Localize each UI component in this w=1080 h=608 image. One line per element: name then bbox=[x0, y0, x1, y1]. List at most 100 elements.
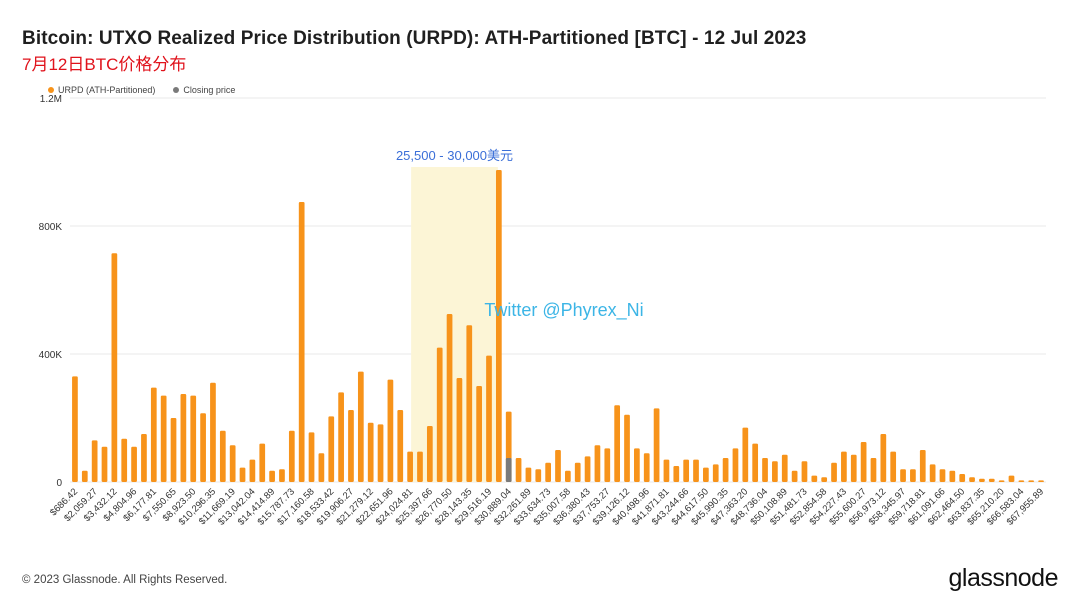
bar bbox=[703, 467, 709, 482]
bar bbox=[525, 467, 532, 482]
bar bbox=[949, 470, 956, 482]
highlight-label: 25,500 - 30,000美元 bbox=[396, 148, 513, 163]
bar bbox=[357, 371, 364, 482]
bar bbox=[910, 469, 916, 482]
bar bbox=[663, 459, 670, 482]
bar bbox=[426, 426, 433, 482]
bar bbox=[200, 413, 206, 482]
legend-dot-closing-price bbox=[173, 87, 180, 93]
bar bbox=[101, 446, 108, 482]
bar bbox=[476, 386, 482, 482]
bar bbox=[929, 464, 936, 482]
bar bbox=[229, 445, 236, 482]
legend-item-closing-price[interactable]: Closing price bbox=[173, 85, 235, 95]
bar bbox=[1018, 480, 1025, 482]
bar bbox=[998, 480, 1005, 482]
bar bbox=[466, 325, 473, 482]
bar bbox=[712, 464, 719, 482]
bar bbox=[890, 451, 897, 482]
bar bbox=[870, 458, 877, 482]
bar bbox=[584, 456, 591, 482]
bar bbox=[841, 451, 847, 482]
bar bbox=[486, 355, 492, 482]
bar bbox=[1038, 480, 1044, 482]
bar bbox=[831, 462, 837, 482]
y-tick-label: 800K bbox=[39, 222, 63, 233]
chart-title: Bitcoin: UTXO Realized Price Distributio… bbox=[22, 28, 807, 49]
bar bbox=[249, 459, 256, 482]
bar bbox=[939, 469, 946, 482]
bar bbox=[495, 170, 502, 482]
bar bbox=[150, 387, 157, 482]
y-axis: 0 400K 800K 1.2M bbox=[39, 94, 63, 489]
bar bbox=[515, 458, 522, 482]
legend-label-urpd: URPD (ATH-Partitioned) bbox=[58, 85, 156, 95]
legend-dot-urpd bbox=[48, 87, 54, 93]
bar bbox=[900, 469, 906, 482]
bar bbox=[594, 445, 601, 482]
bar bbox=[121, 438, 128, 482]
legend-label-closing-price: Closing price bbox=[183, 85, 236, 95]
bar bbox=[288, 430, 295, 482]
bar bbox=[673, 466, 680, 482]
bar bbox=[81, 470, 88, 482]
y-tick-label: 1.2M bbox=[40, 94, 62, 105]
bar bbox=[693, 459, 699, 482]
bar bbox=[318, 453, 325, 482]
bar bbox=[850, 454, 857, 482]
bar bbox=[72, 376, 78, 482]
bar bbox=[683, 459, 690, 482]
bar bbox=[170, 418, 177, 482]
bar bbox=[397, 410, 404, 482]
bar bbox=[564, 470, 571, 482]
bar bbox=[643, 453, 650, 482]
bar bbox=[574, 462, 581, 482]
bar bbox=[919, 450, 926, 482]
bar bbox=[634, 448, 640, 482]
bar bbox=[781, 454, 788, 482]
x-axis: $686.42$2,059.27$3,432.12$4,804.96$6,177… bbox=[48, 486, 1046, 527]
bar bbox=[979, 478, 985, 482]
bar bbox=[367, 422, 374, 482]
legend: URPD (ATH-Partitioned) Closing price bbox=[48, 85, 235, 95]
bar bbox=[308, 432, 315, 482]
bar bbox=[880, 434, 887, 482]
bar bbox=[446, 314, 453, 482]
bar bbox=[141, 434, 147, 482]
copyright-footer: © 2023 Glassnode. All Rights Reserved. bbox=[22, 574, 228, 586]
bar bbox=[772, 461, 778, 482]
bar bbox=[555, 450, 561, 482]
bar bbox=[269, 470, 275, 482]
glassnode-logo: glassnode bbox=[948, 564, 1059, 592]
bar bbox=[801, 461, 808, 482]
bar bbox=[959, 474, 966, 482]
bar bbox=[160, 395, 167, 482]
bar bbox=[821, 477, 828, 482]
bar bbox=[338, 392, 344, 482]
bar bbox=[456, 378, 463, 482]
bar bbox=[732, 448, 739, 482]
bar bbox=[259, 443, 266, 482]
bar bbox=[377, 424, 384, 482]
bar bbox=[791, 470, 798, 482]
bar bbox=[624, 414, 630, 482]
bar bbox=[219, 430, 226, 482]
y-tick-label: 400K bbox=[39, 350, 63, 361]
y-tick-label: 0 bbox=[56, 478, 62, 489]
urpd-chart: 0 400K 800K 1.2M $686.42$2,059.27$3,432.12$… bbox=[39, 94, 1046, 528]
bar bbox=[180, 394, 187, 482]
bar bbox=[210, 382, 216, 482]
bar bbox=[545, 462, 552, 482]
bar bbox=[969, 477, 975, 482]
bar bbox=[988, 478, 995, 482]
bar bbox=[407, 451, 413, 482]
highlight-rect bbox=[411, 167, 498, 482]
bar bbox=[1028, 480, 1035, 482]
bar bbox=[91, 440, 98, 482]
bar bbox=[860, 442, 867, 482]
bar bbox=[762, 458, 768, 482]
bar bbox=[111, 253, 118, 482]
legend-item-urpd[interactable]: URPD (ATH-Partitioned) bbox=[48, 85, 155, 95]
chart-subtitle: 7月12日BTC价格分布 bbox=[22, 55, 187, 74]
annotations: 25,500 - 30,000美元 Twitter @Phyrex_Ni bbox=[396, 148, 644, 321]
